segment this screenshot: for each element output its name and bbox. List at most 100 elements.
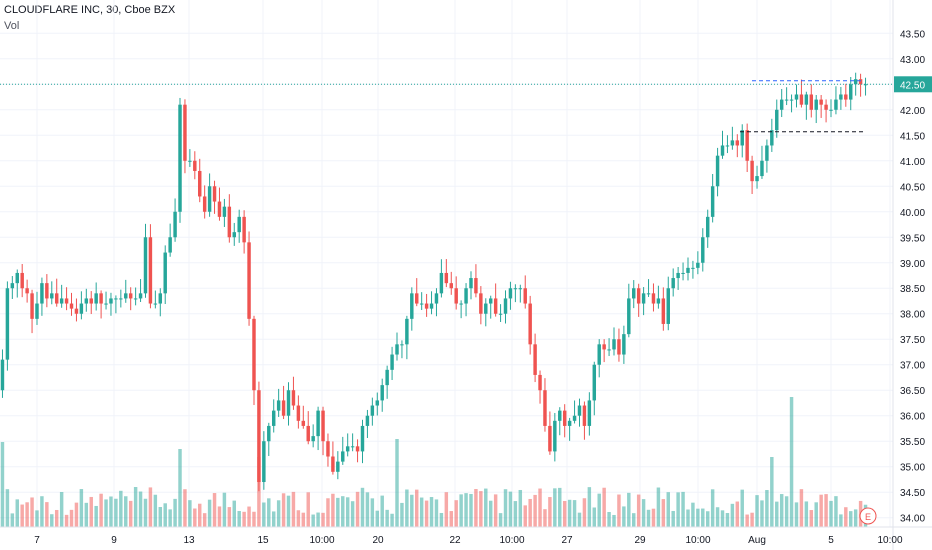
volume-bar bbox=[627, 492, 631, 527]
candle-body bbox=[69, 303, 74, 309]
candle-body bbox=[247, 242, 251, 319]
candle-body bbox=[824, 104, 828, 110]
volume-bar bbox=[464, 493, 468, 527]
price-tick-label: 34.50 bbox=[900, 488, 925, 499]
candle-body bbox=[439, 272, 444, 294]
time-tick-label: 7 bbox=[34, 535, 40, 546]
candle-body bbox=[444, 272, 449, 284]
volume-bar bbox=[25, 502, 29, 527]
candle-body bbox=[543, 390, 547, 426]
volume-bar bbox=[355, 491, 360, 527]
candle-body bbox=[202, 196, 207, 212]
candle-body bbox=[592, 364, 597, 401]
candle-body bbox=[740, 130, 744, 146]
volume-bar bbox=[567, 499, 572, 527]
volume-bar bbox=[247, 506, 251, 527]
candle-body bbox=[40, 283, 44, 304]
candle-body bbox=[612, 339, 616, 350]
candle-body bbox=[770, 130, 774, 146]
candle-body bbox=[705, 216, 710, 238]
candle-body bbox=[0, 359, 5, 391]
candle-body bbox=[188, 160, 192, 162]
candle-body bbox=[498, 313, 503, 315]
volume-bar bbox=[765, 490, 769, 527]
volume-bar bbox=[819, 494, 823, 527]
candle-body bbox=[587, 400, 592, 426]
candle-body bbox=[469, 278, 473, 289]
candle-body bbox=[360, 425, 365, 452]
time-tick-label: 29 bbox=[634, 535, 646, 546]
candle-body bbox=[20, 272, 24, 289]
candle-body bbox=[701, 237, 705, 263]
candle-body bbox=[405, 318, 409, 345]
candle-body bbox=[286, 390, 291, 416]
candle-body bbox=[222, 206, 227, 217]
volume-bar bbox=[321, 512, 325, 527]
candle-body bbox=[636, 288, 641, 304]
volume-bar bbox=[498, 513, 503, 527]
candle-body bbox=[661, 298, 666, 324]
volume-bar bbox=[173, 498, 177, 527]
volume-bar bbox=[853, 509, 858, 527]
candle-body bbox=[493, 298, 498, 314]
candle-body bbox=[484, 303, 488, 314]
volume-bar bbox=[750, 512, 754, 527]
candle-body bbox=[109, 298, 113, 304]
candle-body bbox=[385, 369, 389, 386]
candle-body bbox=[50, 293, 54, 299]
volume-bar bbox=[405, 489, 409, 527]
volume-bar bbox=[69, 509, 74, 527]
time-tick-label: 10:00 bbox=[499, 535, 524, 546]
volume-bar bbox=[533, 494, 537, 527]
candle-body bbox=[434, 293, 439, 304]
volume-bar bbox=[222, 492, 227, 527]
candle-body bbox=[459, 303, 463, 305]
candle-body bbox=[646, 293, 651, 295]
volume-bar bbox=[701, 508, 705, 527]
candle-body bbox=[79, 303, 84, 314]
volume-bar bbox=[124, 496, 128, 527]
volume-bar bbox=[814, 502, 818, 527]
volume-bar bbox=[636, 494, 641, 527]
volume-bar bbox=[424, 500, 429, 527]
volume-bar bbox=[94, 505, 98, 527]
volume-bar bbox=[429, 497, 434, 527]
candle-body bbox=[641, 293, 646, 304]
volume-bar bbox=[849, 511, 853, 527]
volume-bar bbox=[198, 503, 202, 527]
candle-body bbox=[863, 84, 868, 86]
volume-bar bbox=[839, 514, 843, 527]
volume-bar bbox=[370, 498, 375, 527]
candle-body bbox=[114, 298, 118, 300]
volume-bar bbox=[582, 498, 587, 527]
volume-bar bbox=[622, 506, 626, 527]
volume-bar bbox=[217, 506, 222, 527]
volume-bar bbox=[844, 507, 848, 527]
volume-bar bbox=[809, 510, 814, 527]
candle-body bbox=[513, 288, 518, 290]
candle-body bbox=[84, 298, 89, 304]
volume-bar bbox=[20, 504, 24, 527]
candle-body bbox=[533, 344, 537, 375]
candle-body bbox=[5, 288, 10, 360]
candle-body bbox=[454, 288, 458, 304]
volume-bar bbox=[193, 508, 197, 527]
candle-body bbox=[128, 293, 133, 299]
volume-bar bbox=[291, 491, 296, 527]
candle-body bbox=[94, 293, 98, 304]
candle-body bbox=[488, 298, 493, 304]
time-tick-label: 10:00 bbox=[877, 535, 902, 546]
volume-bar bbox=[158, 507, 163, 527]
candle-body bbox=[834, 99, 838, 110]
volume-bar bbox=[50, 514, 54, 527]
candle-body bbox=[158, 293, 163, 304]
volume-bar bbox=[276, 500, 281, 527]
volume-bar bbox=[365, 492, 370, 527]
volume-bar bbox=[804, 501, 809, 527]
candle-body bbox=[311, 436, 315, 442]
candle-body bbox=[794, 94, 799, 100]
volume-bar bbox=[612, 514, 616, 527]
candle-body bbox=[799, 94, 804, 105]
volume-bar bbox=[503, 489, 508, 527]
